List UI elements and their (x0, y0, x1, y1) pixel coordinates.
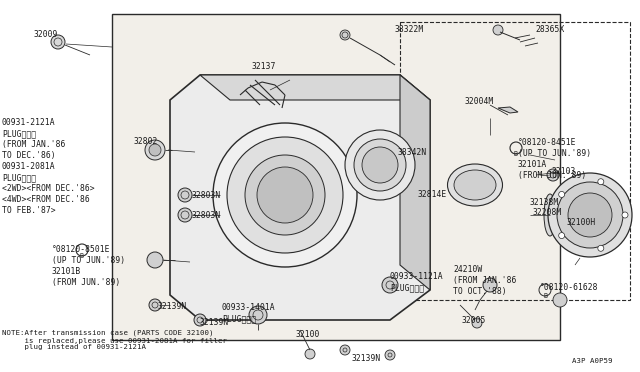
Circle shape (340, 30, 350, 40)
Text: 38342N: 38342N (398, 148, 428, 157)
Text: 32208M: 32208M (533, 208, 563, 217)
Circle shape (598, 245, 604, 251)
Circle shape (51, 35, 65, 49)
Circle shape (149, 144, 161, 156)
Circle shape (147, 252, 163, 268)
Circle shape (345, 130, 415, 200)
Text: 32101B: 32101B (52, 267, 81, 276)
Circle shape (559, 192, 564, 198)
Text: 32100H: 32100H (567, 218, 596, 227)
Polygon shape (200, 75, 430, 100)
Text: °08120-8451E: °08120-8451E (518, 138, 577, 147)
Circle shape (305, 349, 315, 359)
Text: 32802: 32802 (134, 137, 158, 146)
Text: B: B (543, 293, 547, 299)
Circle shape (149, 299, 161, 311)
Text: (UP TO JUN.'89): (UP TO JUN.'89) (52, 256, 125, 265)
Ellipse shape (447, 164, 502, 206)
Text: 32803N: 32803N (192, 211, 221, 220)
Text: B: B (514, 151, 518, 157)
Text: 00933-1401A: 00933-1401A (222, 303, 276, 312)
Circle shape (249, 306, 267, 324)
Text: PLUGプラグ: PLUGプラグ (2, 129, 36, 138)
Text: 32139N: 32139N (352, 354, 381, 363)
Circle shape (213, 123, 357, 267)
Text: 32009: 32009 (34, 30, 58, 39)
Text: TO OCT.'88): TO OCT.'88) (453, 287, 507, 296)
Circle shape (598, 179, 604, 185)
Ellipse shape (544, 194, 556, 236)
Circle shape (622, 212, 628, 218)
Text: PLUGプラグ: PLUGプラグ (390, 283, 424, 292)
Text: PLUGプラグ: PLUGプラグ (222, 314, 256, 323)
Ellipse shape (558, 193, 570, 237)
Bar (112, 14, 560, 340)
Text: (FROM JAN.'86: (FROM JAN.'86 (2, 140, 65, 149)
Text: 32814E: 32814E (418, 190, 447, 199)
Text: 28365X: 28365X (535, 25, 564, 34)
Text: (UP TO JUN.'89): (UP TO JUN.'89) (518, 149, 591, 158)
Text: 32005: 32005 (462, 316, 486, 325)
Circle shape (559, 232, 564, 238)
Text: 32100: 32100 (296, 330, 321, 339)
Text: 24210W: 24210W (453, 265, 483, 274)
Text: A3P A0P59: A3P A0P59 (572, 358, 612, 364)
Ellipse shape (454, 170, 496, 200)
Text: 00931-2121A: 00931-2121A (2, 118, 56, 127)
Text: °08120-61628: °08120-61628 (540, 283, 598, 292)
Circle shape (382, 277, 398, 293)
Text: 32004M: 32004M (465, 97, 494, 106)
Circle shape (493, 25, 503, 35)
Text: 00933-1121A: 00933-1121A (390, 272, 444, 281)
Text: 32139N: 32139N (200, 318, 229, 327)
Text: 32137: 32137 (252, 62, 276, 71)
Text: (FROM JUN.'89): (FROM JUN.'89) (518, 171, 586, 180)
Text: PLUGプラグ: PLUGプラグ (2, 173, 36, 182)
Circle shape (178, 208, 192, 222)
Text: NOTE:After transmission case (PARTS CODE 32100)
     is replaced,please use 0093: NOTE:After transmission case (PARTS CODE… (2, 330, 227, 350)
Circle shape (194, 314, 206, 326)
Circle shape (557, 182, 623, 248)
Text: 38322M: 38322M (395, 25, 424, 34)
Circle shape (548, 173, 632, 257)
Circle shape (257, 167, 313, 223)
Text: B: B (79, 253, 83, 259)
Circle shape (483, 278, 497, 292)
Text: 32101A: 32101A (518, 160, 547, 169)
Text: TO DEC.'86): TO DEC.'86) (2, 151, 56, 160)
Circle shape (568, 193, 612, 237)
Text: 00931-2081A: 00931-2081A (2, 162, 56, 171)
Polygon shape (498, 107, 518, 113)
Text: (FROM JAN.'86: (FROM JAN.'86 (453, 276, 516, 285)
Polygon shape (170, 75, 430, 320)
Text: 32139N: 32139N (158, 302, 188, 311)
Text: (FROM JUN.'89): (FROM JUN.'89) (52, 278, 120, 287)
Circle shape (553, 293, 567, 307)
Circle shape (362, 147, 398, 183)
Text: °08120-8501E: °08120-8501E (52, 245, 111, 254)
Circle shape (227, 137, 343, 253)
Text: 32103: 32103 (552, 167, 577, 176)
Ellipse shape (570, 192, 584, 238)
Circle shape (547, 169, 559, 181)
Text: 32138M: 32138M (530, 198, 559, 207)
Circle shape (145, 140, 165, 160)
Text: TO FEB.'87>: TO FEB.'87> (2, 206, 56, 215)
Polygon shape (400, 75, 430, 290)
Text: 32803N: 32803N (192, 191, 221, 200)
Circle shape (354, 139, 406, 191)
Text: <2WD><FROM DEC.'86>: <2WD><FROM DEC.'86> (2, 184, 95, 193)
Circle shape (340, 345, 350, 355)
Text: <4WD><FROM DEC.'86: <4WD><FROM DEC.'86 (2, 195, 90, 204)
Circle shape (472, 318, 482, 328)
Circle shape (385, 350, 395, 360)
Circle shape (178, 188, 192, 202)
Circle shape (245, 155, 325, 235)
Bar (400, 22, 630, 300)
